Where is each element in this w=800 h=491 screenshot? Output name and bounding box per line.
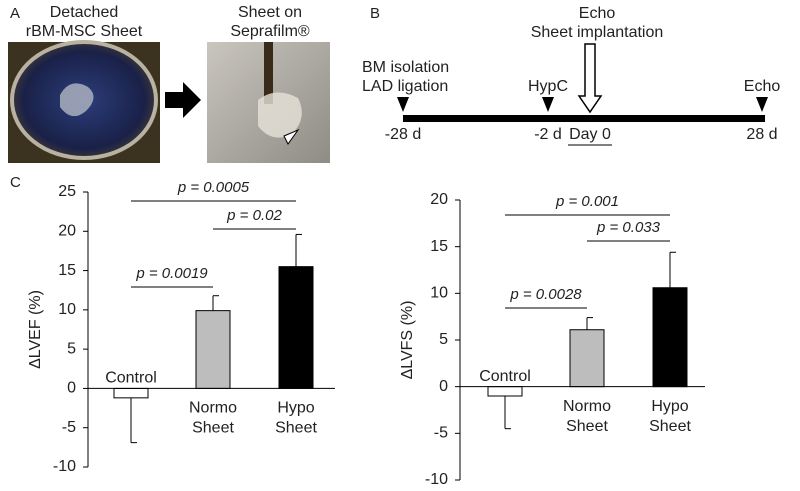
bar [195,310,231,389]
x-tick-label: Sheet [649,418,691,435]
x-tick-label: Sheet [275,420,317,437]
x-tick-label: Hypo [651,398,688,415]
x-tick-label: Normo [189,400,237,417]
x-tick-label: Sheet [192,420,234,437]
caption: Sheet on [238,4,302,21]
photo-dish [8,40,160,163]
bar [569,329,605,388]
y-tick-label: 0 [67,380,76,397]
panel-label: B [370,5,380,22]
bar [652,287,688,388]
event-label: LAD ligation [362,78,448,95]
y-tick-label: 20 [430,191,448,208]
event-label: Sheet implantation [531,24,664,41]
x-tick-label: Hypo [277,400,314,417]
x-tick-label: Sheet [566,418,608,435]
event-label: Echo [579,5,616,22]
event-arrow [756,97,768,112]
y-tick-label: -5 [62,419,76,436]
event-label: BM isolation [362,59,449,76]
y-tick-label: 20 [58,223,76,240]
y-axis-label: ΔLVFS (%) [399,301,416,380]
y-tick-label: 15 [58,262,76,279]
y-tick-label: 0 [439,378,448,395]
caption: rBM-MSC Sheet [26,23,143,40]
x-tick-label: Normo [563,398,611,415]
caption: Detached [50,4,119,21]
photo-sheet [207,42,330,163]
y-tick-label: -10 [425,471,448,488]
panel-label: A [10,5,20,22]
y-axis-label: ΔLVEF (%) [27,290,44,369]
y-tick-label: 5 [439,331,448,348]
y-tick-label: 25 [58,183,76,200]
time-label: -2 d [534,126,562,143]
event-label: Echo [744,78,781,95]
time-label: 28 d [746,126,777,143]
y-tick-label: 5 [67,340,76,357]
event-arrow [397,97,409,112]
p-value: p = 0.0028 [509,286,582,303]
p-value: p = 0.033 [596,219,661,236]
p-value: p = 0.02 [226,207,282,224]
p-value: p = 0.0005 [177,179,250,196]
event-arrow [542,97,554,112]
time-label: Day 0 [569,126,611,143]
y-tick-label: 10 [58,301,76,318]
y-tick-label: 10 [430,285,448,302]
arrow [165,82,201,118]
bar [113,387,149,399]
bar [487,386,523,397]
event-arrow [577,43,603,114]
y-tick-label: -10 [53,458,76,475]
y-tick-label: 15 [430,238,448,255]
event-label: HypC [528,78,568,95]
p-value: p = 0.001 [555,193,619,210]
timeline [403,115,765,122]
caption: Seprafilm® [230,23,310,40]
bar [278,266,314,389]
time-label: -28 d [385,126,421,143]
y-tick-label: -5 [434,425,448,442]
p-value: p = 0.0019 [135,265,208,282]
panel-label: C [10,174,21,191]
x-tick-label: Control [479,368,531,385]
x-tick-label: Control [105,370,157,387]
